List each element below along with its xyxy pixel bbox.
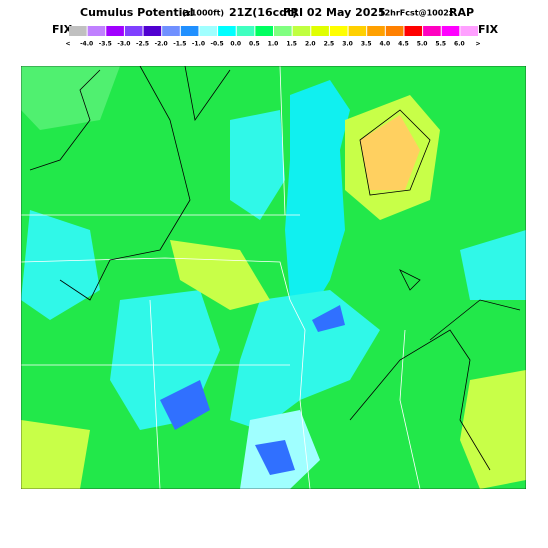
map bbox=[21, 66, 526, 489]
legend-swatch bbox=[423, 26, 441, 36]
legend-label: 1.0 bbox=[268, 41, 279, 48]
state-borders bbox=[21, 66, 421, 489]
legend-swatch bbox=[274, 26, 292, 36]
legend-label: -2.0 bbox=[155, 41, 168, 48]
legend-swatch bbox=[460, 26, 478, 36]
legend-swatch bbox=[143, 26, 162, 36]
legend-label: 5.0 bbox=[417, 41, 428, 48]
yellow-green-region bbox=[21, 420, 90, 489]
legend-swatch bbox=[255, 26, 273, 36]
legend-label: > bbox=[475, 41, 480, 48]
valid-time: 21Z(16cdt) bbox=[229, 6, 297, 19]
legend-label: 2.0 bbox=[305, 41, 316, 48]
model: RAP bbox=[449, 6, 474, 19]
legend-swatch bbox=[87, 26, 106, 36]
yellow-green-region bbox=[170, 240, 270, 310]
cyan-region bbox=[460, 230, 526, 300]
legend-label: < bbox=[65, 41, 70, 48]
units: (x1000ft) bbox=[182, 9, 224, 18]
legend-swatch bbox=[236, 26, 255, 36]
blue-region bbox=[160, 380, 210, 430]
legend-swatch bbox=[311, 26, 329, 36]
legend-label: -4.0 bbox=[80, 41, 93, 48]
legend-swatch bbox=[367, 26, 385, 36]
legend-left-label: FIX bbox=[52, 23, 73, 36]
legend-swatch bbox=[292, 26, 311, 36]
legend-swatch bbox=[441, 26, 460, 36]
legend-label: -0.5 bbox=[211, 41, 224, 48]
legend-label: 0.0 bbox=[230, 41, 241, 48]
lake-region bbox=[285, 80, 350, 330]
legend-swatch bbox=[124, 26, 143, 36]
legend-swatch bbox=[329, 26, 348, 36]
legend: < -4.0 -3.5 -3.0 -2.5 -2.0 -1.5 -1.0 -0.5 0.0 0.5 1… bbox=[65, 26, 481, 48]
legend-swatch bbox=[218, 26, 236, 36]
forecast: 12hrFcst@1002z bbox=[379, 9, 454, 18]
green-region bbox=[21, 66, 120, 130]
legend-label: -1.0 bbox=[192, 41, 205, 48]
legend-swatch bbox=[199, 26, 218, 36]
legend-label: 0.5 bbox=[249, 41, 260, 48]
legend-swatch bbox=[404, 26, 423, 36]
legend-label: -1.5 bbox=[173, 41, 186, 48]
legend-swatch bbox=[348, 26, 367, 36]
legend-label: 4.5 bbox=[398, 41, 409, 48]
legend-right-label: FIX bbox=[478, 23, 499, 36]
legend-swatch bbox=[180, 26, 199, 36]
legend-swatch bbox=[162, 26, 180, 36]
legend-swatch bbox=[106, 26, 124, 36]
yellow-green-region bbox=[460, 370, 526, 489]
yellow-region bbox=[360, 115, 420, 190]
legend-label: -3.0 bbox=[117, 41, 130, 48]
legend-label: 6.0 bbox=[454, 41, 465, 48]
legend-label: -2.5 bbox=[136, 41, 149, 48]
legend-swatch bbox=[385, 26, 404, 36]
legend-label: 4.0 bbox=[379, 41, 390, 48]
legend-label: 3.5 bbox=[361, 41, 372, 48]
title: Cumulus Potential bbox=[80, 6, 194, 19]
legend-swatch bbox=[69, 26, 87, 36]
blue-region bbox=[312, 305, 345, 332]
legend-label: -3.5 bbox=[99, 41, 112, 48]
cyan-region bbox=[230, 110, 285, 220]
date: FRI 02 May 2025 bbox=[283, 6, 386, 19]
blue-region bbox=[255, 440, 295, 475]
legend-label: 5.5 bbox=[435, 41, 446, 48]
legend-label: 2.5 bbox=[324, 41, 335, 48]
legend-label: 1.5 bbox=[286, 41, 297, 48]
legend-label: 3.0 bbox=[342, 41, 353, 48]
contours bbox=[29, 66, 521, 471]
cyan-region bbox=[21, 210, 100, 320]
